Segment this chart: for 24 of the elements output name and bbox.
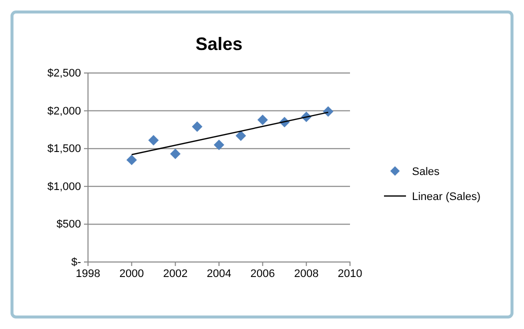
point — [148, 135, 159, 146]
point — [257, 114, 268, 126]
y-tick-label: $2,500 — [47, 68, 81, 80]
x-tick-label: 1998 — [76, 268, 100, 280]
legend-label: Linear (Sales) — [412, 191, 480, 203]
x-tick-label: 2000 — [119, 268, 144, 280]
chart-title: Sales — [195, 34, 243, 54]
x-tick-label: 2004 — [206, 268, 232, 280]
point — [192, 121, 202, 132]
point — [170, 148, 181, 160]
point — [236, 130, 246, 141]
legend-label: Sales — [412, 166, 440, 178]
x-tick-label: 2006 — [250, 268, 275, 280]
y-tick-label: $1,500 — [47, 143, 81, 156]
y-tick-label: $1,000 — [47, 180, 81, 193]
x-tick-label: 2010 — [338, 268, 362, 280]
y-tick-label: $- — [71, 256, 82, 269]
point — [126, 154, 137, 166]
point — [214, 140, 224, 150]
x-tick-label: 2008 — [294, 268, 319, 280]
y-tick-label: $2,000 — [47, 105, 81, 118]
point — [322, 106, 334, 117]
x-tick-label: 2002 — [163, 268, 188, 280]
y-tick-label: $500 — [56, 218, 81, 231]
